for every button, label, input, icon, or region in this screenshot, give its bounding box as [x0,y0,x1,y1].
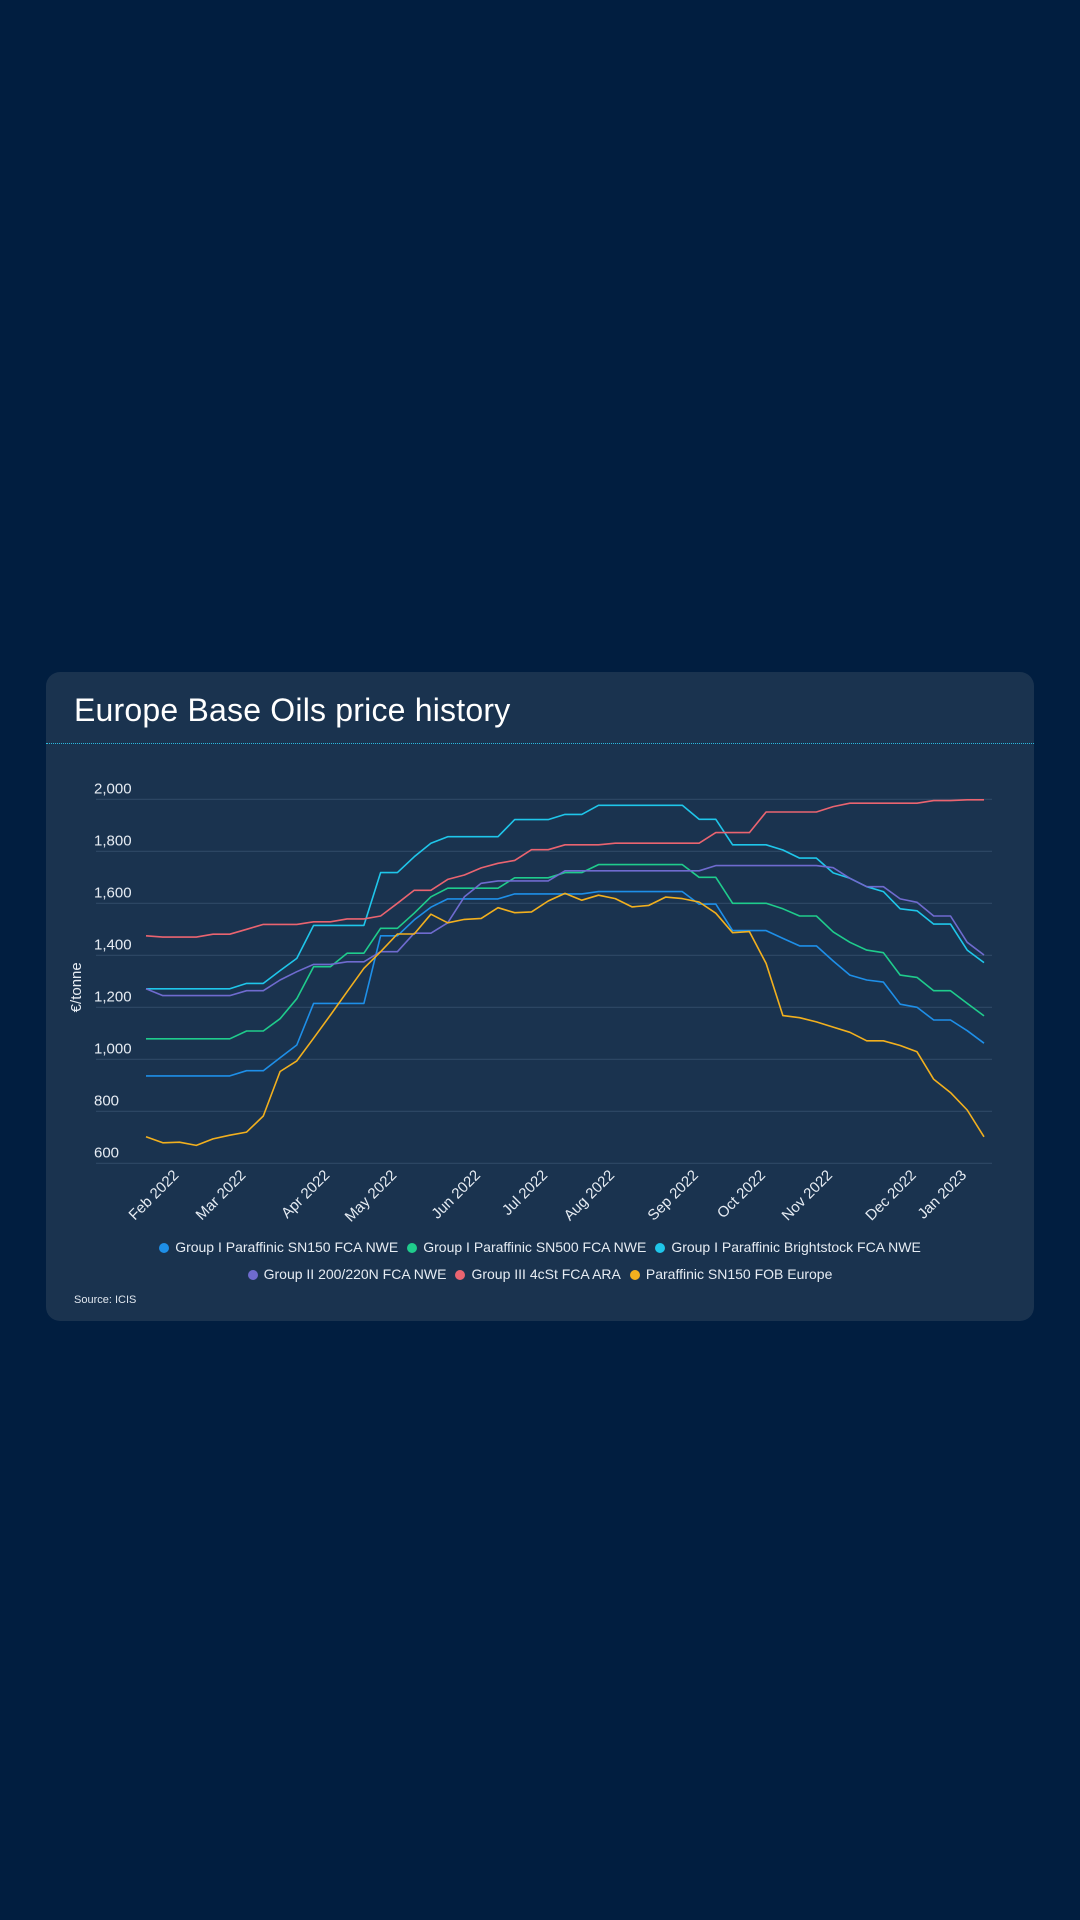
legend-dot-icon [247,1269,258,1280]
legend-label: Group III 4cSt FCA ARA [471,1266,621,1282]
x-tick-label: Jun 2022 [428,1167,484,1223]
x-tick-label: Jan 2023 [914,1167,970,1223]
legend-label: Group I Paraffinic Brightstock FCA NWE [671,1239,921,1255]
legend-dot-icon [655,1242,666,1253]
x-tick-label: Jul 2022 [499,1167,551,1219]
y-tick-label: 1,800 [94,832,132,849]
y-axis-title: €/tonne [68,962,85,1012]
y-tick-label: 1,000 [94,1040,132,1057]
source-note: Source: ICIS [74,1294,137,1306]
legend: Group I Paraffinic SN150 FCA NWE Group I … [46,1234,1034,1288]
y-tick-label: 2,000 [94,780,132,797]
series-line-4 [145,864,985,997]
y-tick-label: 600 [94,1144,119,1161]
chart-card: Europe Base Oils price history 600 800 1,0… [46,672,1034,1321]
legend-row: Group II 200/220N FCA NWE Group III 4cSt … [46,1261,1034,1288]
title-divider [46,743,1034,744]
legend-label: Paraffinic SN150 FOB Europe [645,1266,833,1282]
grid-lines [96,798,992,1164]
x-tick-label: Oct 2022 [714,1167,769,1222]
x-tick-label: Mar 2022 [193,1167,250,1224]
legend-item[interactable]: Group I Paraffinic SN150 FCA NWE [159,1234,398,1261]
x-tick-label: Sep 2022 [644,1167,701,1224]
legend-dot-icon [629,1269,640,1280]
x-axis-ticks: Feb 2022 Mar 2022 Apr 2022 May 2022 Jun 2022… [126,1167,971,1226]
y-tick-label: 1,400 [94,936,132,953]
line-chart: 600 800 1,000 1,200 1,400 1,600 1,800 2,000 Feb… [68,780,992,1226]
x-tick-label: May 2022 [342,1167,401,1226]
series-line-6 [145,892,985,1147]
y-axis-ticks: 600 800 1,000 1,200 1,400 1,600 1,800 2,000 [94,780,132,1161]
series-line-3 [146,804,985,990]
legend-item[interactable]: Paraffinic SN150 FOB Europe [629,1261,833,1288]
legend-dot-icon [159,1242,170,1253]
legend-row: Group I Paraffinic SN150 FCA NWE Group I … [46,1234,1034,1261]
series-lines [145,799,985,1147]
legend-dot-icon [407,1242,418,1253]
x-tick-label: Feb 2022 [126,1167,183,1224]
legend-item[interactable]: Group I Paraffinic SN500 FCA NWE [407,1234,646,1261]
legend-label: Group II 200/220N FCA NWE [263,1266,447,1282]
series-line-1 [146,890,985,1077]
y-tick-label: 800 [94,1092,119,1109]
y-tick-label: 1,200 [94,988,132,1005]
legend-item[interactable]: Group I Paraffinic Brightstock FCA NWE [655,1234,921,1261]
y-tick-label: 1,600 [94,884,132,901]
chart-title: Europe Base Oils price history [74,692,511,728]
x-tick-label: Dec 2022 [862,1167,919,1224]
legend-item[interactable]: Group III 4cSt FCA ARA [455,1261,621,1288]
legend-label: Group I Paraffinic SN150 FCA NWE [175,1239,399,1255]
legend-dot-icon [455,1269,466,1280]
x-tick-label: Aug 2022 [561,1167,618,1224]
series-line-5 [145,799,984,938]
x-tick-label: Nov 2022 [779,1167,836,1224]
legend-item[interactable]: Group II 200/220N FCA NWE [247,1261,447,1288]
x-tick-label: Apr 2022 [278,1167,333,1222]
legend-label: Group I Paraffinic SN500 FCA NWE [423,1239,647,1255]
series-line-2 [146,863,985,1040]
